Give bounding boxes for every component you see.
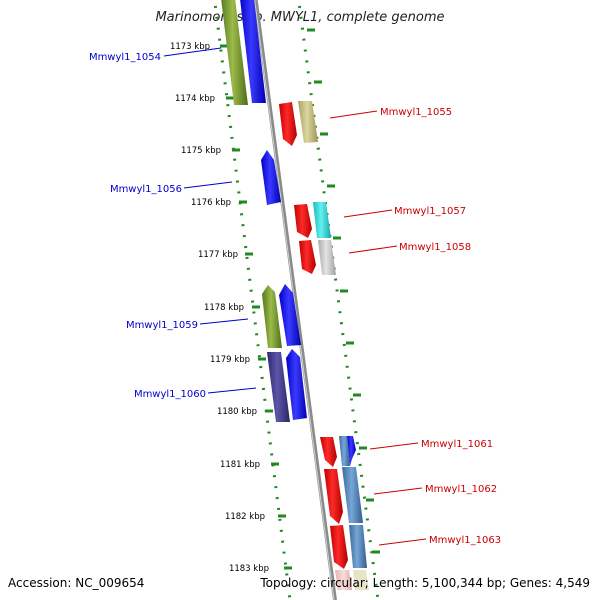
gene-Mmwyl1_1056[interactable]	[261, 150, 281, 205]
tick-label: 1181 kbp	[220, 460, 260, 470]
gene-label-right[interactable]: Mmwyl1_1062	[425, 484, 497, 495]
gene-Mmwyl1_1057[interactable]	[294, 202, 331, 238]
gene-Mmwyl1_1055[interactable]	[279, 101, 318, 146]
accession-text: Accession: NC_009654	[8, 576, 145, 590]
tick-label: 1175 kbp	[181, 146, 221, 156]
gene-label-right[interactable]: Mmwyl1_1063	[429, 535, 501, 546]
right-leader-lines	[329, 110, 427, 546]
gene-label-left[interactable]: Mmwyl1_1059	[126, 320, 198, 331]
gene-Mmwyl1_1062[interactable]	[324, 467, 363, 524]
tick-label: 1183 kbp	[229, 564, 269, 574]
tick-label: 1182 kbp	[225, 512, 265, 522]
gene-Mmwyl1_1060[interactable]	[267, 349, 307, 422]
tick-label: 1174 kbp	[175, 94, 215, 104]
gene-Mmwyl1_1063[interactable]	[330, 525, 369, 590]
tick-label: 1177 kbp	[198, 250, 238, 260]
gene-label-right[interactable]: Mmwyl1_1057	[394, 206, 466, 217]
gene-Mmwyl1_1059[interactable]	[262, 284, 301, 348]
gene-label-left[interactable]: Mmwyl1_1056	[110, 184, 182, 195]
right-tick-marks	[307, 28, 380, 554]
gene-label-left[interactable]: Mmwyl1_1060	[134, 389, 206, 400]
tick-label: 1179 kbp	[210, 355, 250, 365]
gene-Mmwyl1_1054[interactable]	[220, 0, 266, 105]
left-tick-marks	[220, 44, 292, 570]
gene-label-left[interactable]: Mmwyl1_1054	[89, 52, 161, 63]
tick-label: 1180 kbp	[217, 407, 257, 417]
gene-Mmwyl1_1058[interactable]	[299, 240, 336, 275]
tick-label: 1178 kbp	[204, 303, 244, 313]
gene-label-right[interactable]: Mmwyl1_1061	[421, 439, 493, 450]
tick-label: 1173 kbp	[170, 42, 210, 52]
gene-Mmwyl1_1061[interactable]	[320, 436, 356, 467]
genome-backbone	[253, 0, 337, 600]
genome-backbone-highlight	[254, 0, 335, 600]
topology-text: Topology: circular; Length: 5,100,344 bp…	[260, 576, 590, 590]
tick-label: 1176 kbp	[191, 198, 231, 208]
gene-label-right[interactable]: Mmwyl1_1055	[380, 107, 452, 118]
left-leader-lines	[163, 47, 257, 394]
gene-label-right[interactable]: Mmwyl1_1058	[399, 242, 471, 253]
